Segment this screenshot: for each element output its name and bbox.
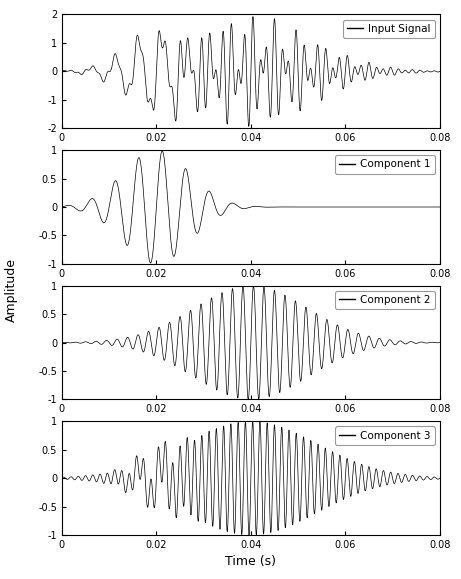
Legend: Component 1: Component 1 [335,155,435,174]
X-axis label: Time (s): Time (s) [225,555,276,569]
Legend: Component 2: Component 2 [335,291,435,309]
Legend: Component 3: Component 3 [335,427,435,445]
Text: Amplitude: Amplitude [5,258,18,321]
Legend: Input Signal: Input Signal [343,20,435,38]
